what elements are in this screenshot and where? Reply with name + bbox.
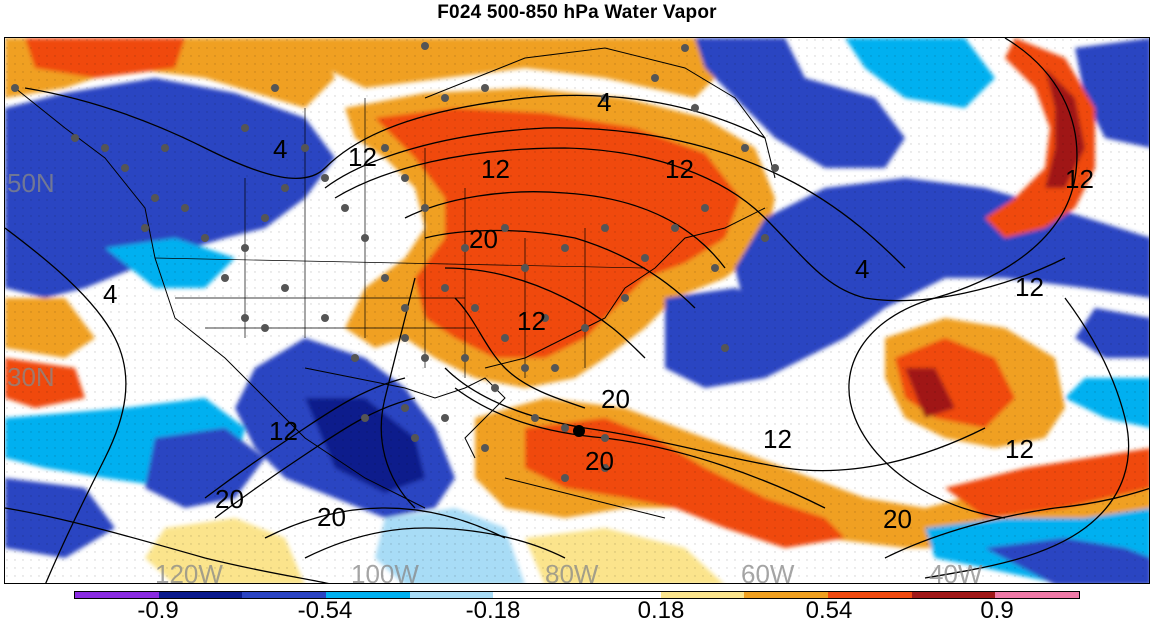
contour-label: 20 xyxy=(469,224,498,254)
colorbar-segment xyxy=(326,592,410,598)
colorbar-segment xyxy=(409,592,494,598)
lat-label-30n: 30N xyxy=(7,362,55,392)
lon-label-120w: 120W xyxy=(155,559,223,584)
contour-label: 12 xyxy=(665,154,694,184)
colorbar-label: -0.54 xyxy=(297,597,353,622)
significance-stipple xyxy=(5,38,1149,583)
coastlines xyxy=(14,47,776,519)
colorbar-label: -0.9 xyxy=(137,597,179,622)
contour-label: 12 xyxy=(1015,272,1044,302)
colorbar-label: 0.54 xyxy=(805,597,853,622)
colorbar-segment xyxy=(158,592,243,598)
lon-label-40w: 40W xyxy=(929,559,983,584)
station-markers xyxy=(11,42,779,482)
colorbar-segment xyxy=(995,592,1080,598)
contour-label: 12 xyxy=(517,306,546,336)
contour-label: 4 xyxy=(597,87,611,117)
colorbar-label: 0.18 xyxy=(637,597,685,622)
contour-label: 12 xyxy=(348,142,377,172)
map-panel: 4 12 4 12 4 12 4 12 20 12 20 20 20 12 12… xyxy=(4,37,1150,584)
contour-label: 4 xyxy=(273,134,287,164)
contour-label: 12 xyxy=(1005,434,1034,464)
lon-label-100w: 100W xyxy=(351,559,419,584)
colorbar-segment xyxy=(911,592,996,598)
lon-label-80w: 80W xyxy=(545,559,599,584)
colorbar xyxy=(74,591,1080,599)
graticule-labels: 50N 30N 120W 100W 80W 60W 40W xyxy=(7,168,983,584)
contour-label: 12 xyxy=(1065,164,1094,194)
contour-label: 20 xyxy=(585,446,614,476)
colorbar-segment xyxy=(493,592,578,598)
lon-label-60w: 60W xyxy=(741,559,795,584)
colorbar-segment xyxy=(660,592,745,598)
colorbar-segment xyxy=(744,592,829,598)
colorbar-segment xyxy=(577,592,661,598)
colorbar-segment xyxy=(75,592,159,598)
chart-title: F024 500-850 hPa Water Vapor xyxy=(437,2,717,23)
colorbar-segment xyxy=(242,592,327,598)
contour-label: 4 xyxy=(855,254,869,284)
colorbar-label: 0.9 xyxy=(980,597,1014,622)
colorbar-label: -0.18 xyxy=(465,597,521,622)
contour-label: 12 xyxy=(481,154,510,184)
contour-label: 20 xyxy=(601,384,630,414)
contour-label: 20 xyxy=(883,504,912,534)
map-svg: 4 12 4 12 4 12 4 12 20 12 20 20 20 12 12… xyxy=(5,38,1149,584)
contour-labels: 4 12 4 12 4 12 4 12 20 12 20 20 20 12 12… xyxy=(103,87,1094,534)
contour-lines xyxy=(5,38,1149,583)
lat-label-50n: 50N xyxy=(7,168,55,198)
contour-label: 12 xyxy=(269,416,298,446)
contour-label: 20 xyxy=(215,484,244,514)
contour-label: 20 xyxy=(317,502,346,532)
colorbar-segment xyxy=(828,592,912,598)
contour-label: 4 xyxy=(103,279,117,309)
contour-label: 12 xyxy=(763,424,792,454)
storm-center-marker xyxy=(573,425,585,437)
